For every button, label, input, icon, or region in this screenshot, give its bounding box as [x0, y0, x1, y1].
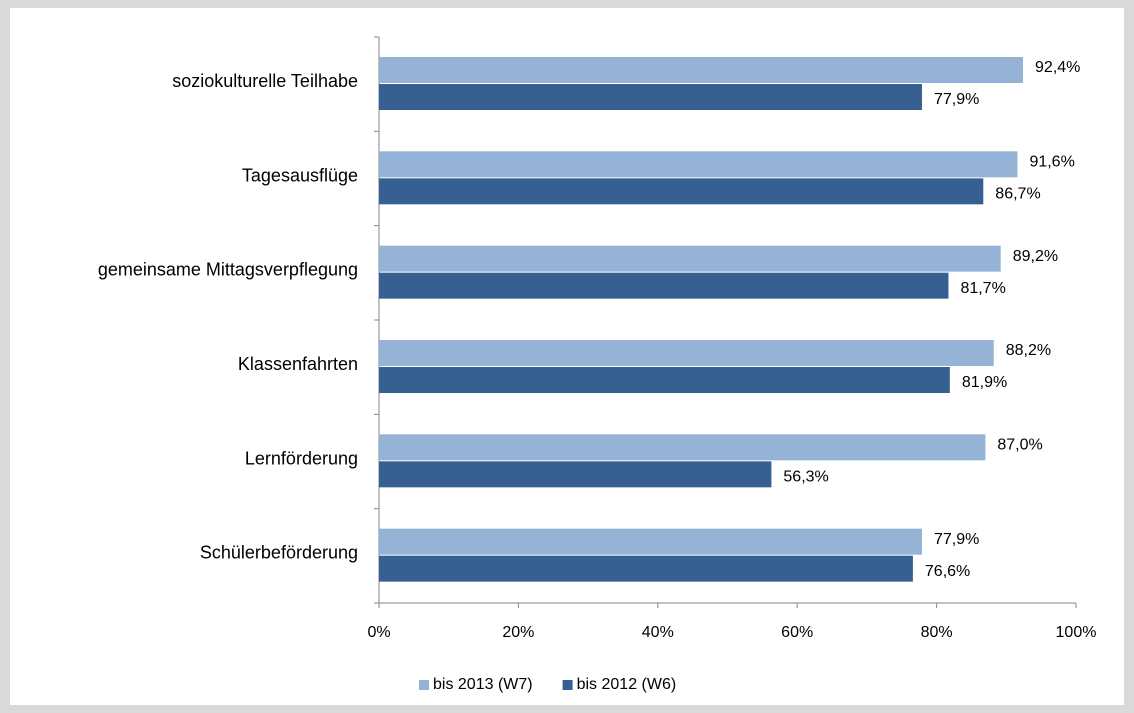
value-label: 81,7%: [960, 280, 1005, 297]
bar: [379, 178, 984, 205]
bar: [379, 151, 1018, 178]
x-tick-label: 40%: [642, 624, 674, 641]
y-tick-label: Klassenfahrten: [238, 354, 358, 374]
bar: [379, 434, 986, 461]
value-label: 56,3%: [783, 469, 828, 486]
bar: [379, 528, 922, 555]
legend-swatch: [419, 680, 429, 690]
bar: [379, 57, 1024, 83]
value-label: 81,9%: [962, 374, 1007, 391]
y-tick-label: Lernförderung: [245, 448, 358, 468]
bar: [379, 461, 772, 488]
value-label: 77,9%: [934, 531, 979, 548]
bar: [379, 367, 950, 393]
x-tick-label: 60%: [781, 624, 813, 641]
value-label: 89,2%: [1013, 248, 1058, 265]
legend-label: bis 2012 (W6): [577, 676, 677, 693]
x-tick-label: 100%: [1056, 624, 1097, 641]
y-tick-label: Tagesausflüge: [242, 165, 358, 185]
x-tick-label: 80%: [921, 624, 953, 641]
bar: [379, 84, 922, 110]
y-tick-label: Schülerbeförderung: [200, 543, 358, 563]
bar: [379, 340, 994, 366]
x-tick-label: 20%: [502, 624, 534, 641]
y-tick-label: soziokulturelle Teilhabe: [172, 71, 358, 91]
bar: [379, 555, 913, 582]
value-label: 88,2%: [1006, 342, 1051, 359]
x-tick-label: 0%: [367, 624, 390, 641]
value-label: 77,9%: [934, 91, 979, 108]
value-label: 87,0%: [997, 437, 1042, 454]
value-label: 86,7%: [995, 186, 1040, 203]
bar: [379, 272, 949, 299]
value-label: 76,6%: [925, 563, 970, 580]
value-label: 92,4%: [1035, 59, 1080, 76]
value-label: 91,6%: [1029, 154, 1074, 171]
legend-label: bis 2013 (W7): [433, 676, 533, 693]
legend-swatch: [562, 680, 573, 690]
y-tick-label: gemeinsame Mittagsverpflegung: [98, 260, 358, 280]
bar: [379, 245, 1001, 272]
